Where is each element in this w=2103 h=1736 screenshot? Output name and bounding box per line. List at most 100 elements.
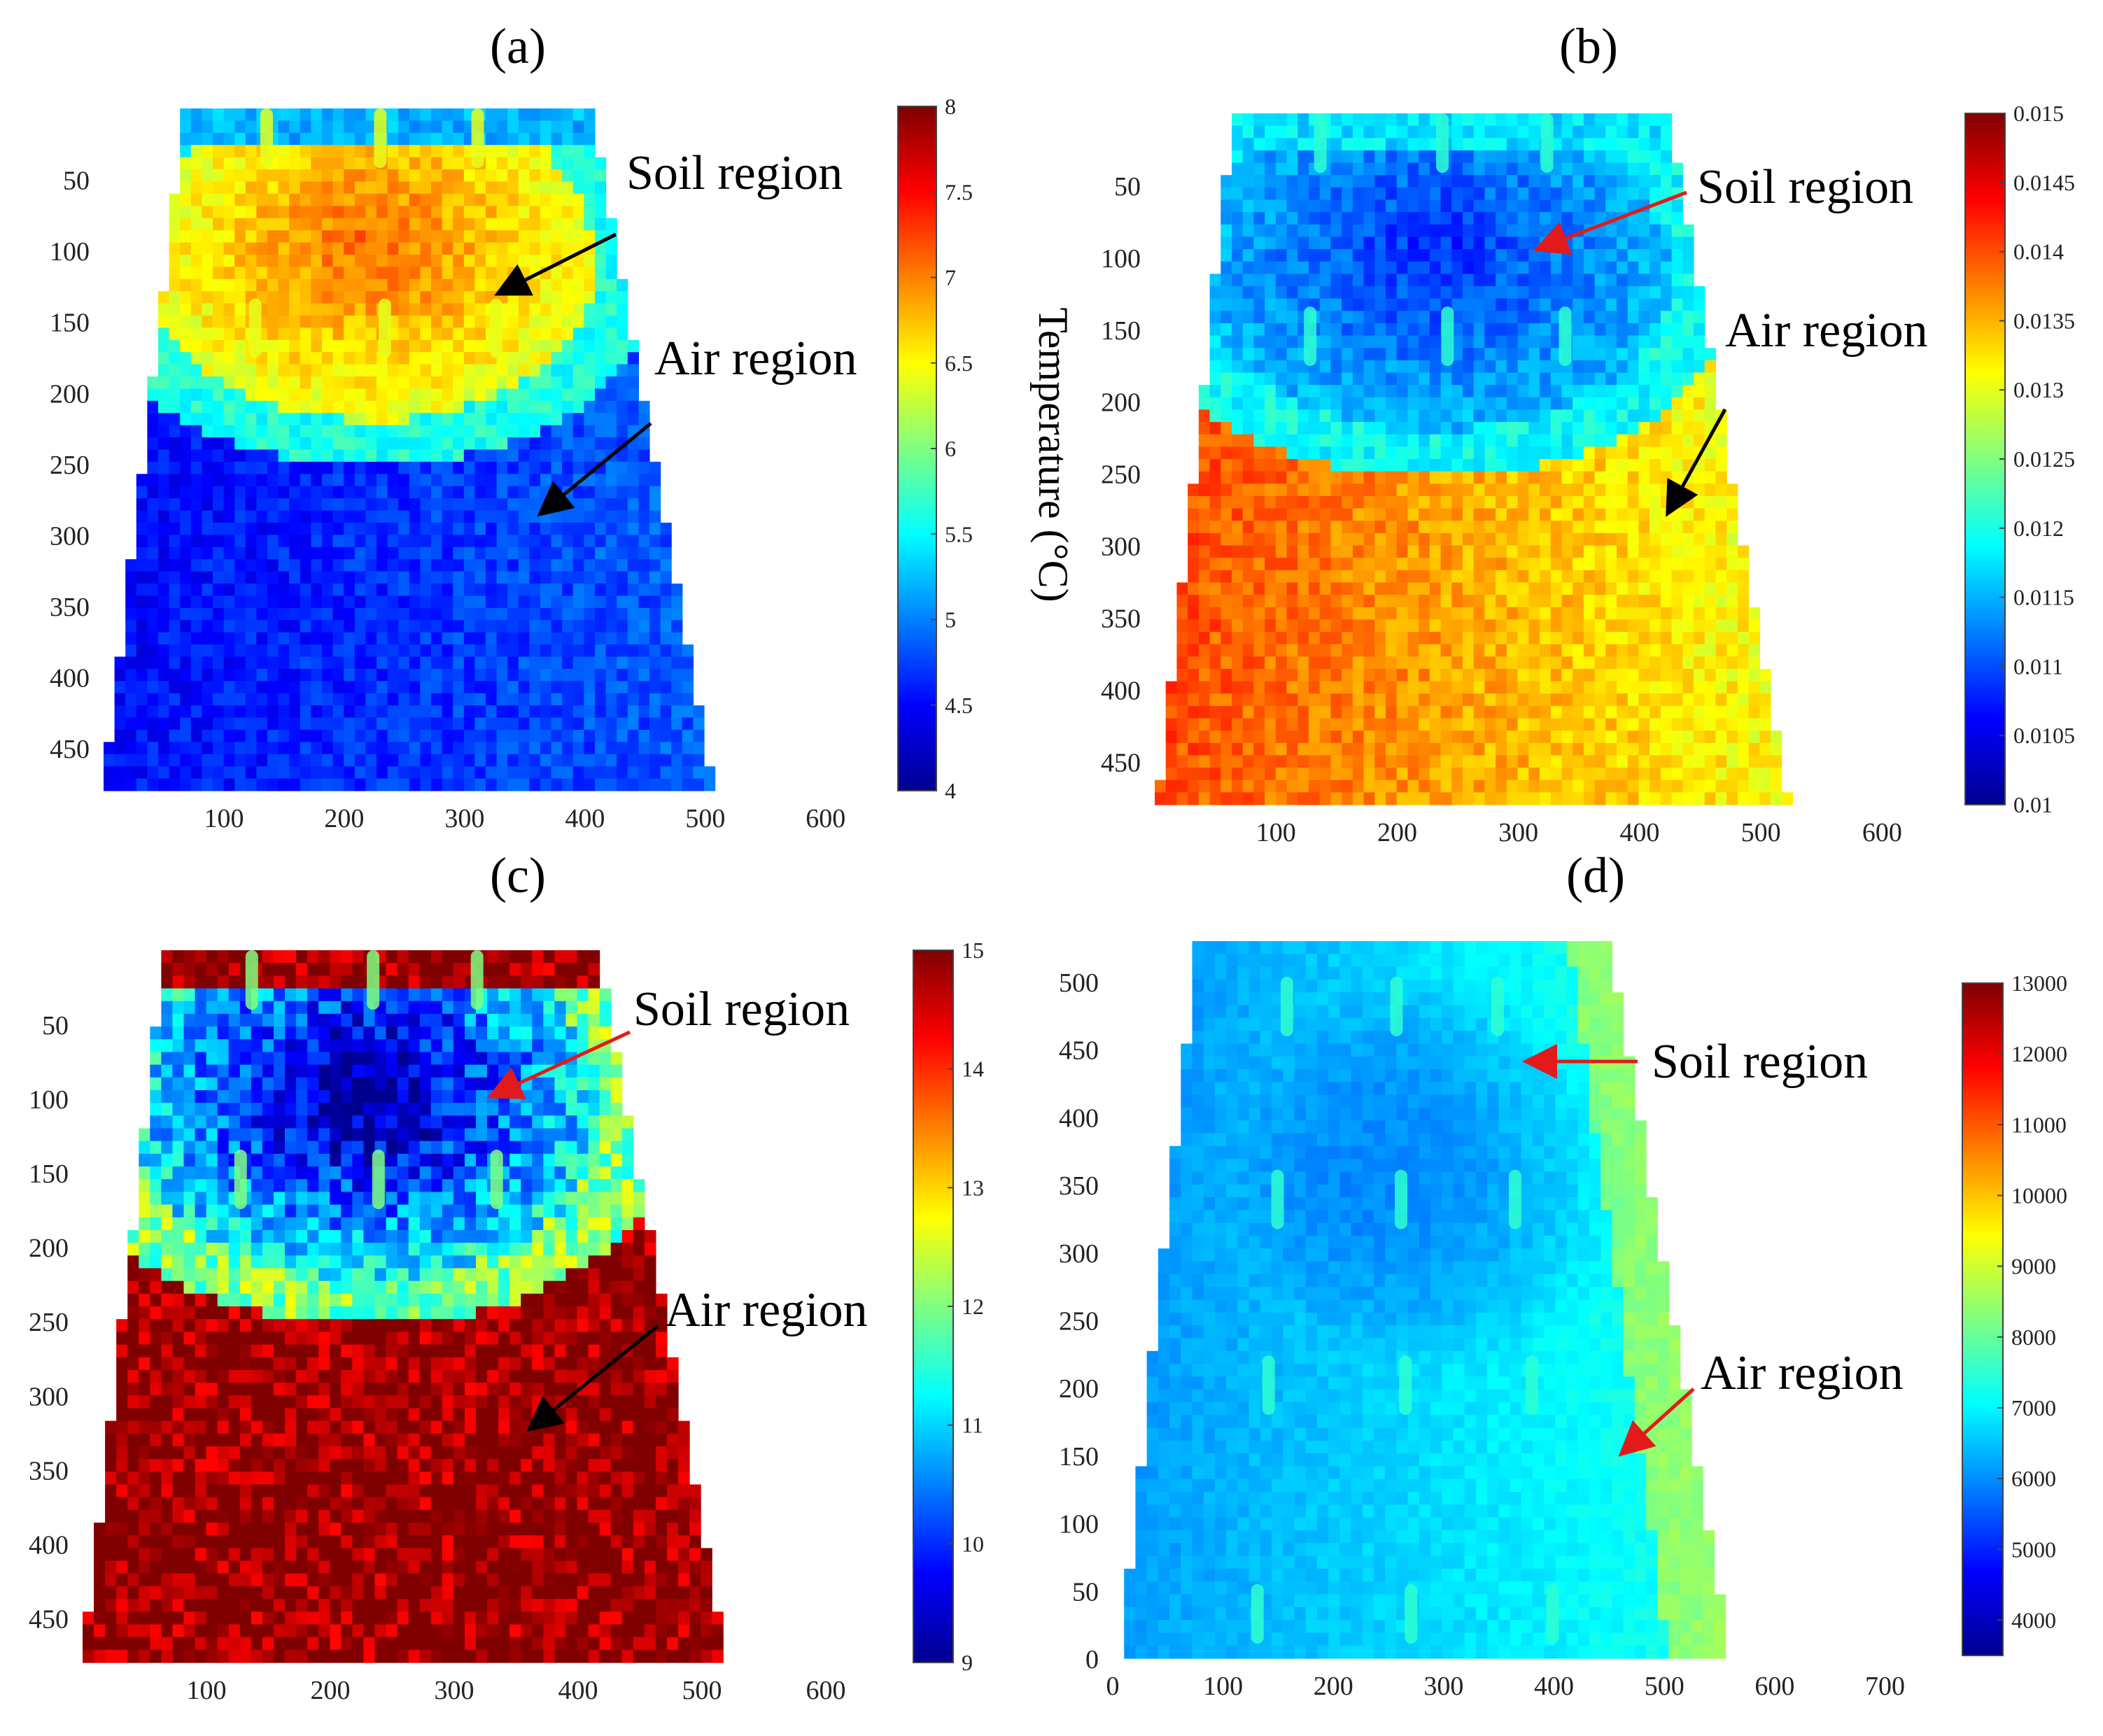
heatmap-cell	[1253, 459, 1265, 472]
heatmap-cell	[1419, 360, 1430, 374]
heatmap-cell	[1209, 521, 1221, 534]
heatmap-cell	[431, 218, 443, 231]
heatmap-cell	[551, 291, 563, 304]
heatmap-cell	[1451, 434, 1463, 447]
heatmap-cell	[671, 693, 683, 706]
heatmap-cell	[1463, 187, 1475, 201]
heatmap-cell	[1386, 607, 1398, 620]
heatmap-cell	[1550, 632, 1563, 645]
heatmap-cell	[1650, 372, 1661, 386]
heatmap-cell	[1540, 212, 1552, 225]
heatmap-cell	[1386, 286, 1398, 299]
heatmap-cell	[1583, 397, 1596, 411]
heatmap-cell	[420, 778, 432, 791]
heatmap-cell	[627, 546, 639, 560]
heatmap-cell	[1617, 632, 1629, 645]
heatmap-cell	[354, 254, 366, 267]
heatmap-cell	[431, 778, 443, 791]
heatmap-cell	[474, 632, 486, 645]
heatmap-cell	[595, 474, 607, 487]
heatmap-cell	[540, 729, 552, 742]
heatmap-cell	[289, 376, 301, 390]
heatmap-cell	[1429, 471, 1442, 484]
heatmap-cell	[1429, 532, 1442, 546]
heatmap-cell	[1253, 113, 1265, 127]
heatmap-cell	[311, 206, 323, 219]
heatmap-cell	[202, 449, 213, 463]
heatmap-cell	[1694, 385, 1705, 398]
heatmap-cell	[1682, 372, 1694, 386]
heatmap-cell	[1221, 409, 1232, 423]
heatmap-cell	[638, 437, 650, 451]
heatmap-cell	[1265, 286, 1276, 299]
heatmap-cell	[300, 364, 311, 377]
heatmap-cell	[1660, 632, 1673, 645]
heatmap-cell	[114, 754, 126, 767]
heatmap-cell	[1297, 446, 1309, 460]
heatmap-cell	[377, 693, 388, 706]
heatmap-cell	[1363, 693, 1375, 707]
heatmap-cell	[1451, 471, 1463, 484]
heatmap-cell	[365, 717, 377, 731]
heatmap-cell	[1429, 459, 1442, 472]
heatmap-cell	[1650, 495, 1661, 509]
heatmap-cell	[1297, 274, 1309, 287]
heatmap-cell	[551, 339, 563, 353]
heatmap-cell	[213, 120, 225, 134]
heatmap-cell	[1463, 656, 1475, 670]
heatmap-cell	[551, 693, 563, 706]
heatmap-cell	[562, 644, 574, 658]
heatmap-cell	[398, 437, 410, 451]
heatmap-cell	[190, 474, 202, 487]
heatmap-cell	[1594, 545, 1606, 558]
heatmap-cell	[1374, 582, 1386, 595]
heatmap-cell	[1694, 495, 1705, 509]
heatmap-cell	[1232, 495, 1244, 509]
heatmap-cell	[1253, 422, 1265, 435]
heatmap-cell	[1627, 409, 1640, 423]
heatmap-cell	[1517, 348, 1529, 361]
heatmap-cell	[398, 559, 410, 572]
heatmap-cell	[1496, 397, 1507, 411]
heatmap-cell	[1188, 532, 1200, 546]
heatmap-cell	[1463, 397, 1475, 411]
heatmap-cell	[223, 218, 235, 231]
heatmap-cell	[562, 339, 574, 353]
heatmap-cell	[322, 218, 334, 231]
heatmap-cell	[234, 145, 246, 158]
heatmap-cell	[649, 656, 661, 670]
heatmap-cell	[1583, 681, 1596, 694]
heatmap-cell	[1342, 521, 1353, 534]
heatmap-cell	[671, 644, 683, 658]
heatmap-cell	[518, 474, 530, 487]
heatmap-cell	[572, 584, 584, 597]
heatmap-cell	[431, 607, 443, 621]
heatmap-cell	[1715, 558, 1727, 571]
heatmap-cell	[1419, 644, 1430, 657]
heatmap-cell	[1694, 632, 1705, 645]
heatmap-cell	[202, 681, 213, 694]
heatmap-cell	[529, 413, 541, 426]
heatmap-cell	[289, 754, 301, 767]
heatmap-cell	[1265, 113, 1276, 127]
heatmap-cell	[572, 595, 584, 609]
heatmap-cell	[256, 535, 268, 548]
heatmap-cell	[1605, 570, 1617, 584]
heatmap-cell	[136, 522, 148, 535]
heatmap-cell	[420, 766, 432, 779]
heatmap-cell	[1660, 162, 1673, 176]
heatmap-cell	[311, 632, 323, 645]
heatmap-cell	[1451, 644, 1463, 657]
heatmap-cell	[1286, 311, 1298, 324]
heatmap-cell	[1374, 607, 1386, 620]
heatmap-cell	[1407, 570, 1419, 584]
heatmap-cell	[453, 546, 465, 560]
heatmap-cell	[1419, 323, 1430, 337]
heatmap-cell	[1463, 619, 1475, 633]
heatmap-cell	[1297, 693, 1309, 707]
heatmap-cell	[409, 230, 421, 244]
heatmap-cell	[365, 303, 377, 316]
heatmap-cell	[1440, 595, 1452, 608]
heatmap-cell	[540, 535, 552, 548]
heatmap-cell	[486, 120, 498, 134]
